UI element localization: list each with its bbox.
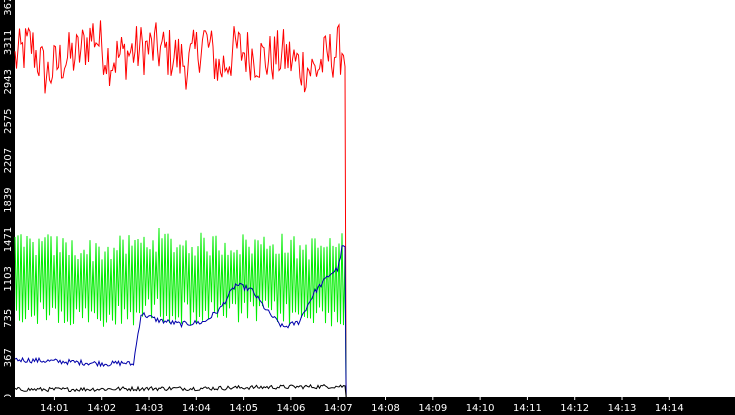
y-tick-label: 367 — [3, 348, 14, 367]
x-tick-label: 14:11 — [513, 403, 542, 414]
plot-area — [14, 20, 347, 398]
x-tick-label: 14:10 — [466, 403, 495, 414]
x-tick-label: 14:06 — [277, 403, 306, 414]
y-axis-bar — [0, 0, 15, 397]
x-tick-label: 14:07 — [324, 403, 353, 414]
y-tick-label: 1839 — [3, 187, 14, 212]
y-tick-label: 3679 — [3, 0, 14, 16]
y-tick-label: 2943 — [3, 69, 14, 94]
x-tick-label: 14:09 — [418, 403, 447, 414]
y-tick-label: 1103 — [3, 266, 14, 291]
x-tick-label: 14:04 — [182, 403, 211, 414]
y-tick-label: 735 — [3, 309, 14, 328]
y-tick-label: 2207 — [3, 148, 14, 173]
x-tick-label: 14:02 — [87, 403, 116, 414]
series-line — [14, 383, 347, 398]
series-line — [14, 20, 347, 398]
x-axis: 14:01 14:02 14:03 14:04 14:05 14:06 14:07 14:08… — [0, 397, 735, 415]
y-tick-label: 1471 — [3, 227, 14, 252]
x-tick-label: 14:12 — [560, 403, 589, 414]
y-tick-label: 3311 — [3, 30, 14, 55]
x-tick-label: 14:05 — [229, 403, 258, 414]
series-line — [14, 245, 347, 398]
x-tick-label: 14:13 — [608, 403, 637, 414]
y-axis: 036773511031471183922072575294333113679 — [0, 0, 15, 400]
x-tick-label: 14:08 — [371, 403, 400, 414]
x-tick-label: 14:14 — [655, 403, 684, 414]
x-tick-label: 14:03 — [135, 403, 164, 414]
x-tick-label: 14:01 — [40, 403, 69, 414]
series-line — [14, 227, 347, 398]
y-tick-label: 2575 — [3, 108, 14, 133]
x-axis-bar — [0, 397, 735, 415]
